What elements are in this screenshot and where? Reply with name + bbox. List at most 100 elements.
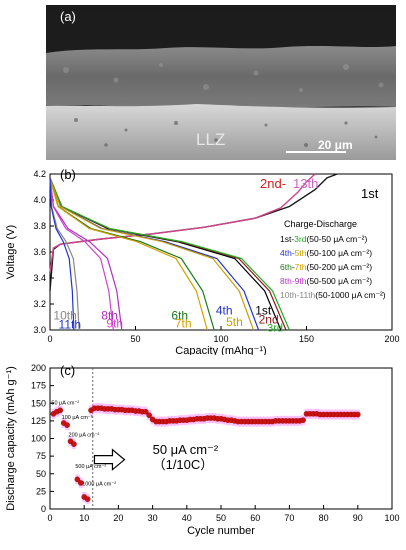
chart-c-rate-label: 200 μA cm⁻²: [69, 432, 100, 438]
chart-c-data-point: [71, 441, 77, 447]
chart-b-curve-label: 6th: [171, 309, 188, 323]
chart-c-x-tick-label: 60: [250, 513, 260, 523]
chart-b-legend-entry: 4th-5th(50-100 μA cm⁻²): [280, 248, 372, 258]
chart-b-legend-part: 6th: [280, 262, 292, 272]
chart-c-data-point: [300, 417, 306, 423]
chart-b-y-tick-label: 4.0: [33, 195, 46, 205]
chart-c-x-tick-label: 100: [384, 513, 399, 523]
chart-c-data-point: [354, 411, 361, 418]
chart-b-legend-part: (50-100 μA cm⁻²): [306, 248, 372, 258]
discharge-curve-3rd: [49, 177, 290, 331]
chart-c-data-point: [57, 407, 64, 414]
chart-b-y-tick-label: 3.8: [33, 221, 46, 231]
chart-c-x-tick-label: 90: [353, 513, 363, 523]
chart-b-x-tick-label: 200: [384, 334, 399, 344]
sem-image: (a) LLZ 20 μm: [46, 5, 396, 160]
chart-b-legend-entry: 6th-7th(50-200 μA cm⁻²): [280, 262, 372, 272]
sem-image-drawing: [46, 5, 396, 160]
chart-c-y-tick-label: 150: [31, 398, 46, 408]
chart-c-y-tick-label: 100: [31, 434, 46, 444]
chart-c-y-tick-label: 75: [36, 451, 46, 461]
chart-b-legend-part: 10th-11th: [280, 290, 316, 300]
chart-c-x-tick-label: 20: [113, 513, 123, 523]
chart-c-y-tick-label: 25: [36, 486, 46, 496]
material-label-llz: LLZ: [196, 130, 226, 149]
chart-c-rate-label: 1000 μA cm⁻²: [82, 482, 116, 488]
chart-b-legend-part: -: [292, 262, 295, 272]
chart-c-x-tick-label: 80: [319, 513, 329, 523]
chart-b-y-tick-label: 3.4: [33, 273, 46, 283]
chart-b-legend-part: 5th: [295, 248, 307, 258]
chart-b-x-tick-label: 150: [299, 334, 314, 344]
scale-bar: [286, 151, 346, 153]
chart-c-x-axis-label: Cycle number: [187, 525, 255, 537]
chart-c-x-tick-label: 0: [47, 513, 52, 523]
chart-c-y-tick-label: 50: [36, 469, 46, 479]
charge-curve-2nd-13th: [49, 173, 316, 272]
chart-c-frame: [49, 367, 393, 510]
chart-c-arrow-icon: [93, 448, 126, 471]
chart-b-legend-title: Charge-Discharge: [284, 219, 357, 229]
chart-b-curve-label: 7th: [175, 316, 192, 330]
charge-curve-1st: [49, 173, 338, 292]
chart-c-data-point: [142, 408, 149, 415]
chart-c-annotation-rate: 50 μA cm⁻²: [153, 442, 219, 457]
chart-b-curve-label: 10th: [53, 309, 76, 323]
chart-b-curve-label: 9th: [106, 316, 123, 330]
chart-c-data-point: [64, 422, 70, 428]
chart-b-legend-entry: 1st-3rd(50-50 μA cm⁻²): [280, 234, 368, 244]
chart-b-legend-part: -9th: [292, 276, 307, 286]
chart-b-x-tick-label: 0: [47, 334, 52, 344]
chart-b-legend-entry: 10th-11th(50-1000 μA cm⁻²): [280, 290, 386, 300]
chart-c-rate-label: 500 μA cm⁻²: [75, 464, 106, 470]
chart-b-legend-part: 7th: [295, 262, 307, 272]
chart-b-y-tick-label: 3.0: [33, 325, 46, 335]
chart-b-curve-label: 8th: [101, 309, 118, 323]
chart-c-x-tick-label: 50: [216, 513, 226, 523]
chart-b-charge-label-1st: 1st: [361, 186, 379, 201]
chart-b-legend-part: 1st-: [280, 234, 294, 244]
discharge-curve-10th: [49, 177, 80, 331]
chart-b-legend-part: 4th-: [280, 248, 295, 258]
chart-c-y-tick-label: 125: [31, 416, 46, 426]
panel-a-label: (a): [60, 9, 76, 24]
chart-c-data-point: [77, 480, 84, 486]
discharge-curve-6th: [49, 177, 215, 331]
chart-b-x-tick-label: 100: [213, 334, 228, 344]
scale-bar-label: 20 μm: [318, 138, 353, 152]
chart-b-y-tick-label: 4.2: [33, 169, 46, 179]
chart-c-x-tick-label: 10: [79, 513, 89, 523]
chart-c: (c) Discharge capacity (mAh g⁻¹) Cycle n…: [5, 363, 400, 537]
chart-c-rate-label: 50 μA cm⁻²: [51, 401, 79, 407]
chart-c-data-point: [146, 412, 152, 419]
chart-c-x-tick-label: 30: [148, 513, 158, 523]
chart-b-legend-part: (50-500 μA cm⁻²): [306, 276, 372, 286]
chart-c-rate-label: 100 μA cm⁻²: [62, 415, 93, 421]
chart-c-annotation-c-rate: （1/10C）: [153, 457, 214, 472]
chart-b-curve-label: 2nd: [259, 313, 279, 327]
chart-b-legend-part: 3rd: [294, 234, 307, 244]
chart-b: (b) Voltage (V) Capacity (mAhg⁻¹) Charge…: [5, 167, 400, 355]
chart-b-x-tick-label: 50: [130, 334, 140, 344]
chart-c-y-tick-label: 175: [31, 381, 46, 391]
chart-b-y-tick-label: 3.6: [33, 247, 46, 257]
chart-c-x-tick-label: 70: [284, 513, 294, 523]
chart-c-x-tick-label: 40: [182, 513, 192, 523]
chart-b-y-axis-label: Voltage (V): [5, 225, 17, 279]
chart-b-curve-label: 3rd: [267, 322, 283, 334]
discharge-curve-5th: [49, 177, 255, 331]
chart-b-curve-label: 5th: [226, 315, 243, 329]
chart-c-data-point: [84, 496, 91, 502]
chart-c-y-tick-label: 200: [31, 363, 46, 373]
discharge-curve-7th: [49, 177, 208, 331]
chart-b-curve-label: 11th: [59, 318, 81, 332]
chart-b-charge-label-2nd: 2nd-: [260, 176, 286, 191]
chart-b-y-tick-label: 3.2: [33, 299, 46, 309]
chart-b-legend-entry: 8th-9th(50-500 μA cm⁻²): [280, 276, 372, 286]
chart-c-data-point: [74, 476, 81, 483]
chart-b-legend-part: 8th: [280, 276, 292, 286]
chart-b-charge-label-13th: 13th: [293, 176, 318, 191]
discharge-curve-9th: [49, 177, 114, 331]
chart-b-curve-label: 1st: [255, 303, 272, 317]
chart-b-legend-part: (50-50 μA cm⁻²): [306, 234, 367, 244]
